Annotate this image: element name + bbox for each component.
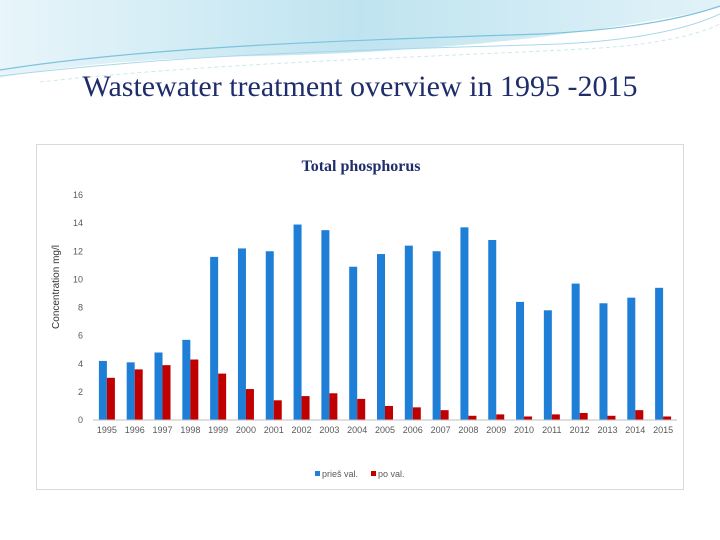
legend: prieš val. po val. xyxy=(315,469,405,479)
slide-title: Wastewater treatment overview in 1995 -2… xyxy=(82,70,638,103)
x-tick-label: 2004 xyxy=(347,425,367,435)
chart-frame: Total phosphorus Concentration mg/l 0 2 4 6… xyxy=(36,144,684,490)
bar-before-1997 xyxy=(154,352,163,420)
bar-after-1996 xyxy=(134,369,143,421)
chart-title: Total phosphorus xyxy=(301,158,420,175)
bar-after-2015 xyxy=(663,416,672,420)
bar-after-2011 xyxy=(551,414,560,421)
y-axis-ticks: 0 2 4 6 8 10 12 14 16 xyxy=(73,190,83,425)
bar-after-1997 xyxy=(162,365,171,420)
y-tick-label: 12 xyxy=(73,246,83,256)
x-tick-label: 1996 xyxy=(125,425,145,435)
x-axis-ticks: 1995 1996 1997 1998 1999 2000 2001 2002 2003 2004… xyxy=(97,425,673,435)
x-tick-label: 2013 xyxy=(597,425,617,435)
y-tick-label: 16 xyxy=(73,190,83,200)
legend-swatch-after xyxy=(371,471,376,476)
y-tick-label: 14 xyxy=(73,218,83,228)
bar-before-2008 xyxy=(460,227,469,420)
x-tick-label: 2000 xyxy=(236,425,256,435)
bars xyxy=(98,224,672,421)
x-tick-label: 1998 xyxy=(180,425,200,435)
bar-after-2009 xyxy=(496,414,505,421)
x-tick-label: 2001 xyxy=(264,425,284,435)
x-tick-label: 2009 xyxy=(486,425,506,435)
x-tick-label: 2011 xyxy=(542,425,561,435)
legend-swatch-before xyxy=(315,471,320,476)
bar-after-2000 xyxy=(245,389,254,420)
bar-before-2012 xyxy=(571,283,580,420)
bar-before-1998 xyxy=(182,339,191,420)
bar-before-2009 xyxy=(488,240,497,420)
bar-after-2004 xyxy=(357,398,366,420)
bar-before-2014 xyxy=(627,297,636,420)
bar-after-2007 xyxy=(440,410,449,420)
x-tick-label: 2012 xyxy=(570,425,590,435)
y-tick-label: 8 xyxy=(78,303,83,313)
bar-before-2000 xyxy=(237,248,246,420)
bar-after-1995 xyxy=(106,377,115,420)
bar-before-1996 xyxy=(126,362,135,420)
bar-after-1999 xyxy=(218,373,227,420)
x-tick-label: 2015 xyxy=(653,425,673,435)
legend-label-before: prieš val. xyxy=(322,469,358,479)
x-tick-label: 2002 xyxy=(292,425,312,435)
y-axis-label: Concentration mg/l xyxy=(51,245,62,329)
phosphorus-bar-chart: Total phosphorus Concentration mg/l 0 2 4 6… xyxy=(51,158,677,479)
y-tick-label: 0 xyxy=(78,415,83,425)
x-tick-label: 2007 xyxy=(431,425,451,435)
bar-after-2013 xyxy=(607,415,616,420)
x-tick-label: 2003 xyxy=(319,425,339,435)
y-tick-label: 10 xyxy=(73,274,83,284)
bar-before-2003 xyxy=(321,230,330,420)
bar-after-2010 xyxy=(524,416,533,420)
bar-after-2003 xyxy=(329,393,338,420)
y-tick-label: 4 xyxy=(78,359,83,369)
x-tick-label: 2014 xyxy=(625,425,645,435)
bar-before-2007 xyxy=(432,251,441,420)
bar-before-2004 xyxy=(349,266,358,420)
bar-before-2006 xyxy=(404,245,413,421)
bar-before-1995 xyxy=(98,360,107,420)
bar-before-2013 xyxy=(599,303,608,420)
bar-before-2005 xyxy=(377,254,385,420)
x-tick-label: 2005 xyxy=(375,425,395,435)
bar-before-2001 xyxy=(265,251,274,420)
bar-after-2014 xyxy=(635,410,644,420)
bar-before-1999 xyxy=(210,256,219,421)
bar-before-2011 xyxy=(543,310,552,420)
y-tick-label: 2 xyxy=(78,387,83,397)
x-tick-label: 1997 xyxy=(153,425,173,435)
x-tick-label: 2010 xyxy=(514,425,534,435)
bar-before-2002 xyxy=(293,224,302,420)
x-tick-label: 1999 xyxy=(208,425,228,435)
bar-after-2005 xyxy=(385,405,393,420)
x-tick-label: 2008 xyxy=(458,425,478,435)
bar-before-2010 xyxy=(516,301,525,421)
legend-label-after: po val. xyxy=(378,469,405,479)
x-tick-label: 2006 xyxy=(403,425,423,435)
bar-after-1998 xyxy=(190,359,199,420)
bar-after-2008 xyxy=(468,415,477,420)
bar-before-2015 xyxy=(655,287,664,420)
bar-after-2006 xyxy=(412,407,421,420)
bar-after-2002 xyxy=(301,396,310,420)
x-tick-label: 1995 xyxy=(97,425,117,435)
y-tick-label: 6 xyxy=(78,331,83,341)
bar-after-2001 xyxy=(273,400,282,420)
bar-after-2012 xyxy=(579,412,588,420)
